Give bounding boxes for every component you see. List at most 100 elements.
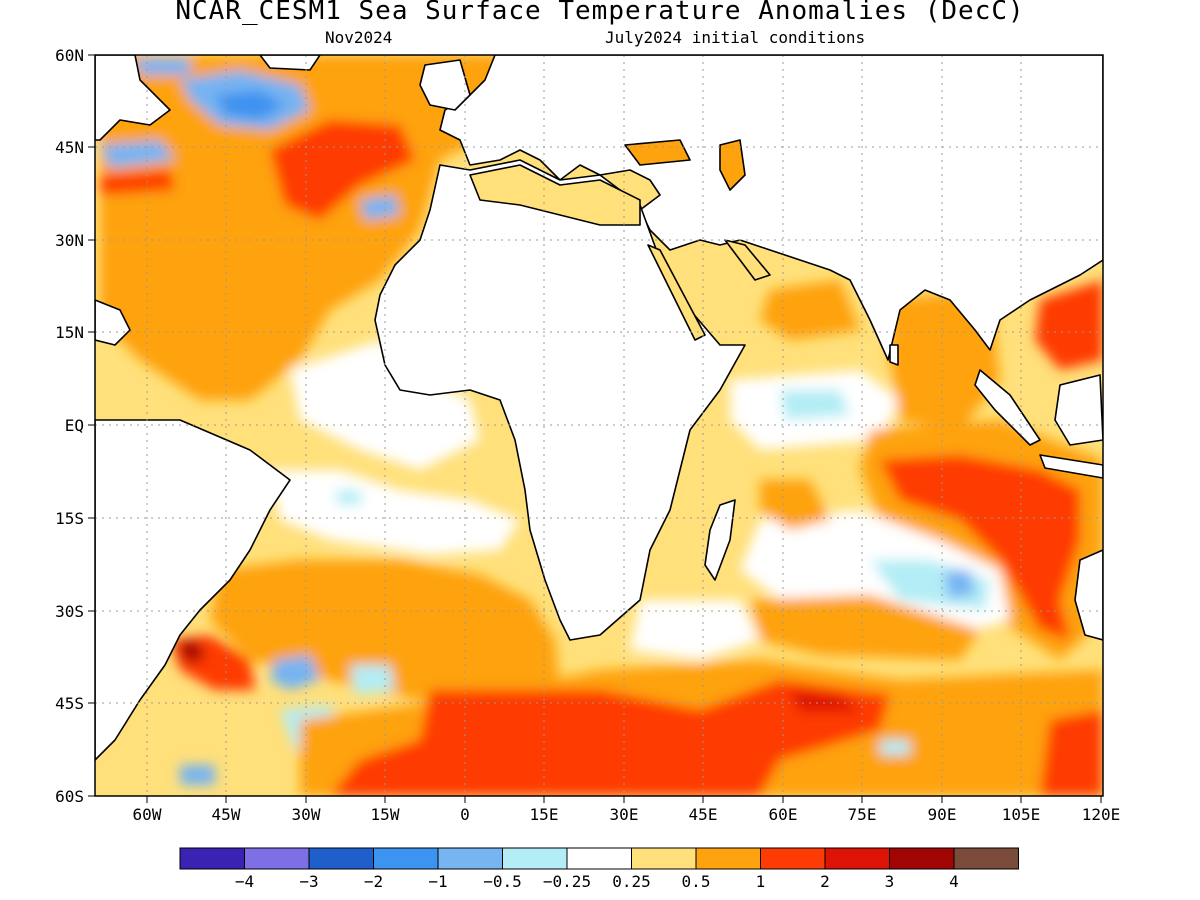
anomaly-southern-ocean-red <box>330 680 890 796</box>
land-caspian <box>719 139 746 191</box>
land-borneo <box>1054 374 1103 446</box>
lon-label: 60W <box>133 805 162 824</box>
anomaly-field <box>100 55 1103 796</box>
anomaly-arabian-orange <box>760 280 860 340</box>
lon-label: 30W <box>292 805 321 824</box>
land-madagascar <box>704 499 736 581</box>
lon-label: 60E <box>769 805 798 824</box>
lat-label: 15N <box>55 323 84 342</box>
colorbar-label: −0.25 <box>543 872 591 891</box>
lon-label: 0 <box>460 805 470 824</box>
lat-label: EQ <box>65 416 84 435</box>
colorbar-label: 0.5 <box>682 872 711 891</box>
colorbar-labels: −4 −3 −2 −1 −0.5 −0.25 0.25 0.5 1 2 3 4 <box>235 872 959 891</box>
lon-label: 90E <box>928 805 957 824</box>
colorbar-label: 3 <box>885 872 895 891</box>
anomaly-s-atlantic-cold-patch4 <box>180 765 215 785</box>
anomaly-nw-atlantic-coldcore <box>215 90 285 120</box>
lon-label: 15W <box>371 805 400 824</box>
colorbar-swatch <box>566 847 632 870</box>
lon-label: 75E <box>848 805 877 824</box>
colorbar-swatch <box>760 847 826 870</box>
colorbar-label: −3 <box>299 872 318 891</box>
colorbar-label: 0.25 <box>612 872 651 891</box>
colorbar-swatch <box>244 847 310 870</box>
lon-label: 45E <box>689 805 718 824</box>
anomaly-madagascar-orange <box>760 480 830 530</box>
colorbar-swatch <box>437 847 503 870</box>
colorbar-label: −1 <box>428 872 447 891</box>
lat-label: 15S <box>55 509 84 528</box>
anomaly-brazil-darkred <box>178 640 205 662</box>
anomaly-s-indian-orange-band <box>750 595 980 660</box>
anomaly-s-atlantic-cold-patch2 <box>350 665 395 695</box>
init-conditions-label: July2024 initial conditions <box>605 28 866 47</box>
anomaly-indian-cold <box>780 390 850 420</box>
land-java <box>1039 454 1103 479</box>
graticule <box>95 55 1103 796</box>
colorbar-swatch <box>502 847 568 870</box>
anomaly-s-indian-coldcore <box>945 570 975 598</box>
anomaly-east-indian-red <box>880 455 1080 640</box>
land-australia <box>1074 549 1103 641</box>
land-black-sea <box>624 139 691 166</box>
lat-label: 45N <box>55 138 84 157</box>
land-sri-lanka <box>889 344 899 366</box>
anomaly-n-atlantic-orange <box>100 55 520 400</box>
colorbar-label: 2 <box>820 872 830 891</box>
anomaly-southern-ocean-cold <box>880 740 910 755</box>
colorbar-label: 4 <box>949 872 959 891</box>
land-africa <box>374 159 746 641</box>
lon-label: 120E <box>1082 805 1121 824</box>
anomaly-mozambique-white <box>630 600 760 660</box>
land-sumatra <box>974 369 1041 446</box>
lat-label: 45S <box>55 694 84 713</box>
colorbar-swatch <box>631 847 697 870</box>
lat-label: 30N <box>55 231 84 250</box>
map-title: NCAR_CESM1 Sea Surface Temperature Anoma… <box>175 0 1025 26</box>
anomaly-newfoundland-cold <box>100 140 175 168</box>
anomaly-s-atlantic-white <box>270 470 520 555</box>
land-persian-gulf <box>724 239 771 281</box>
continents <box>95 55 1103 761</box>
colorbar-label: −2 <box>364 872 383 891</box>
anomaly-southern-ocean-darkred <box>790 690 860 712</box>
valid-month-label: Nov2024 <box>325 28 393 47</box>
lat-label: 60S <box>55 787 84 806</box>
anomaly-southern-ocean-red-east <box>1040 710 1103 796</box>
lon-label: 30E <box>610 805 639 824</box>
lat-label: 30S <box>55 602 84 621</box>
colorbar-label: −4 <box>235 872 254 891</box>
land-central-america <box>95 299 131 346</box>
colorbar-swatch <box>824 847 890 870</box>
lat-label: 60N <box>55 46 84 65</box>
land-red-sea <box>647 244 706 341</box>
colorbar-swatch <box>373 847 439 870</box>
anomaly-s-atlantic-cold <box>335 490 362 505</box>
land-mediterranean <box>469 164 641 226</box>
anomaly-iberia-cold <box>360 195 400 220</box>
colorbar-swatches <box>179 847 1019 870</box>
land-europe-asia <box>439 55 1103 361</box>
map-plot-area <box>95 55 1103 796</box>
colorbar: −4 −3 −2 −1 −0.5 −0.25 0.25 0.5 1 2 3 4 <box>179 847 1019 891</box>
colorbar-swatch <box>695 847 761 870</box>
lon-axis: 60W 45W 30W 15W 0 15E 30E 45E 60E 75E 90… <box>133 796 1121 824</box>
anomaly-labrador-cold <box>135 58 190 75</box>
land-north-america <box>95 55 171 141</box>
colorbar-label: 1 <box>756 872 766 891</box>
lon-label: 15E <box>530 805 559 824</box>
lon-label: 105E <box>1002 805 1041 824</box>
colorbar-label: −0.5 <box>483 872 522 891</box>
lon-label: 45W <box>212 805 241 824</box>
land-british-isles <box>419 59 471 111</box>
colorbar-swatch <box>179 847 245 870</box>
colorbar-swatch <box>889 847 955 870</box>
colorbar-swatch <box>953 847 1019 870</box>
anomaly-sc-sea-red <box>1035 280 1103 370</box>
land-greenland-iceland <box>259 55 321 71</box>
anomaly-labrador-red <box>100 170 175 195</box>
lat-axis: 60N 45N 30N 15N EQ 15S 30S 45S 60S <box>55 46 95 806</box>
land-south-america <box>95 419 291 761</box>
